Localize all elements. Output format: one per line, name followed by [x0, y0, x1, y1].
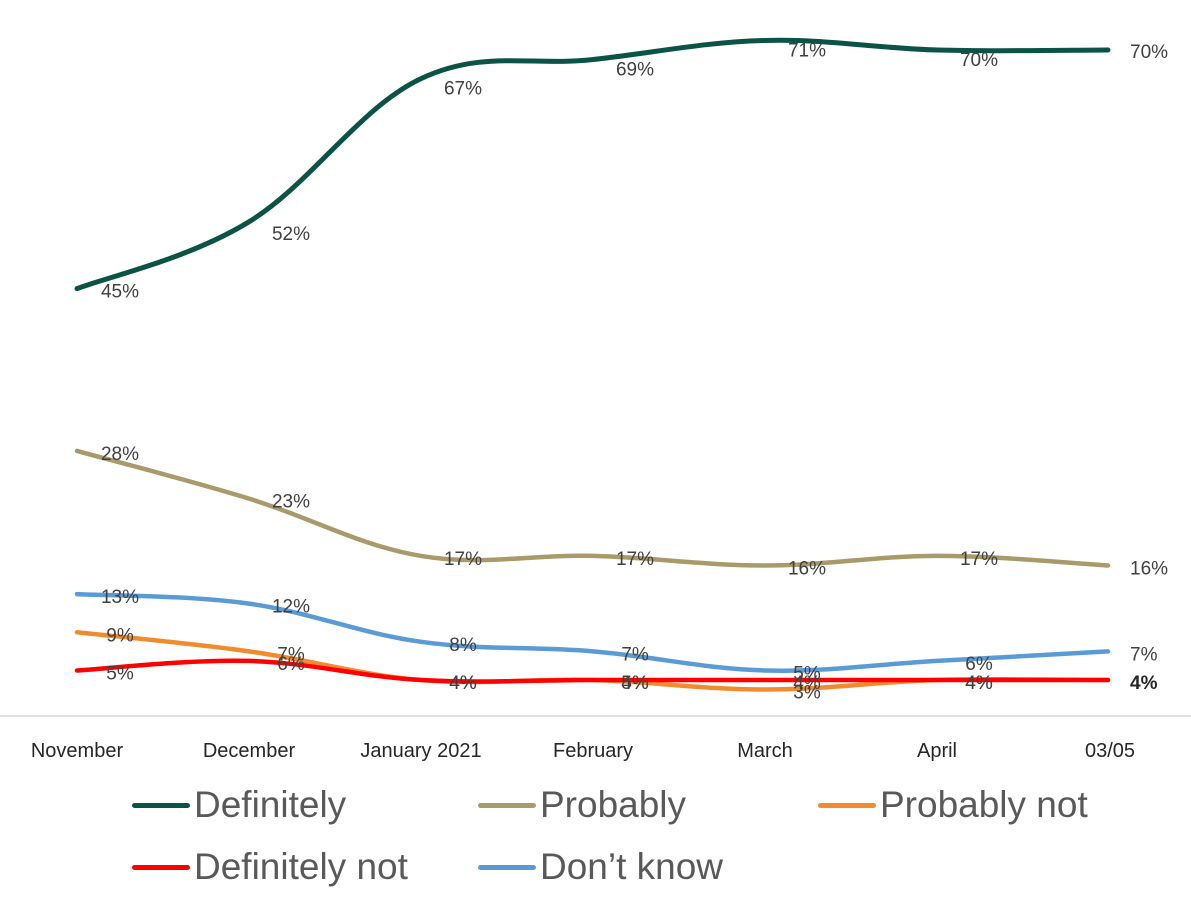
data-label-definitely-2: 67% — [444, 79, 482, 100]
data-label-probably-0: 28% — [101, 444, 139, 465]
data-label-definitely-4: 71% — [788, 40, 826, 61]
data-label-don-t-know-0: 13% — [101, 587, 139, 608]
legend-item-definitely-not: Definitely not — [132, 842, 408, 892]
data-label-probably-1: 23% — [272, 492, 310, 513]
legend-swatch-definitely — [132, 802, 190, 808]
data-label-don-t-know-4: 5% — [793, 663, 821, 684]
series-line-probably — [74, 448, 1111, 568]
data-label-probably-not-0: 9% — [106, 625, 134, 646]
legend-swatch-probably-not — [818, 802, 876, 808]
legend-label-probably: Probably — [540, 784, 687, 825]
series-line-definitely — [74, 37, 1111, 292]
data-label-don-t-know-5: 6% — [965, 654, 993, 675]
legend-swatch-probably — [478, 802, 536, 808]
data-label-probably-not-4: 3% — [793, 683, 821, 704]
data-label-don-t-know-6: 7% — [1130, 644, 1158, 665]
x-tick-label-6: 03/05 — [1085, 740, 1135, 762]
legend-item-probably: Probably — [478, 780, 686, 830]
data-label-definitely-1: 52% — [272, 224, 310, 245]
line-chart: 45% 52% 67% 69% 71% 70% 70% 28% 23% 17% 17% 16% 17% 1… — [0, 37, 1191, 762]
data-label-don-t-know-3: 7% — [621, 644, 649, 665]
legend-swatch-dont-know — [478, 864, 536, 870]
data-label-probably-not-1: 7% — [277, 644, 305, 665]
data-label-definitely-not-1: 6% — [277, 654, 305, 675]
x-tick-label-4: March — [737, 740, 793, 762]
x-tick-label-1: December — [203, 740, 296, 762]
x-tick-label-2: January 2021 — [360, 740, 481, 762]
data-label-definitely-not-6: 4% — [1130, 673, 1158, 694]
legend-swatch-definitely-not — [132, 864, 190, 870]
data-label-don-t-know-1: 12% — [272, 597, 310, 618]
data-label-probably-not-5: 4% — [965, 673, 993, 694]
data-label-definitely-not-3: 4% — [621, 673, 649, 694]
data-label-probably-5: 17% — [960, 549, 998, 570]
x-tick-label-0: November — [31, 740, 124, 762]
data-label-definitely-not-5: 4% — [965, 673, 993, 694]
data-label-definitely-5: 70% — [960, 50, 998, 71]
data-label-definitely-3: 69% — [616, 60, 654, 81]
data-label-definitely-not-0: 5% — [106, 663, 134, 684]
data-label-definitely-not-2: 4% — [449, 673, 477, 694]
legend-label-definitely-not: Definitely not — [194, 846, 408, 887]
legend-label-definitely: Definitely — [194, 784, 347, 825]
legend-item-definitely: Definitely — [132, 780, 346, 830]
data-label-probably-not-3: 5% — [621, 673, 649, 694]
data-label-definitely-not-4: 4% — [793, 673, 821, 694]
data-label-probably-2: 17% — [444, 549, 482, 570]
data-label-definitely-0: 45% — [101, 282, 139, 303]
data-label-probably-not-2: 4% — [449, 673, 477, 694]
legend-item-probably-not: Probably not — [818, 780, 1088, 830]
legend-item-dont-know: Don’t know — [478, 842, 723, 892]
x-tick-label-5: April — [917, 740, 957, 762]
legend-label-dont-know: Don’t know — [540, 846, 724, 887]
legend-label-probably-not: Probably not — [880, 784, 1088, 825]
data-label-probably-4: 16% — [788, 558, 826, 579]
data-label-definitely-6: 70% — [1130, 42, 1168, 63]
series-line-don-t-know — [74, 591, 1111, 673]
data-label-probably-3: 17% — [616, 549, 654, 570]
series-line-definitely-not — [74, 658, 1111, 684]
data-label-don-t-know-2: 8% — [449, 635, 477, 656]
x-tick-label-3: February — [553, 740, 633, 762]
data-label-probably-6: 16% — [1130, 558, 1168, 579]
